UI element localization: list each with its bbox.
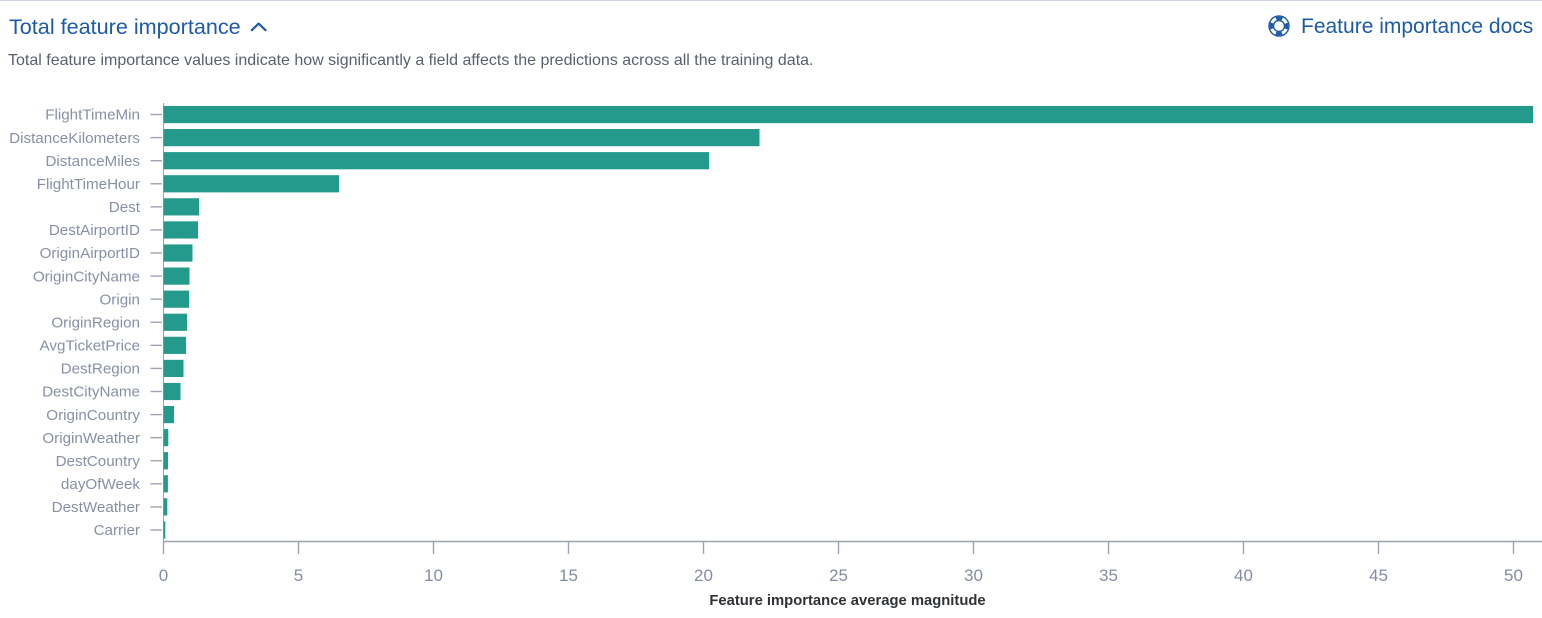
svg-text:40: 40	[1234, 566, 1253, 585]
svg-text:AvgTicketPrice: AvgTicketPrice	[40, 338, 140, 355]
svg-text:DestAirportID: DestAirportID	[49, 222, 140, 239]
svg-text:50: 50	[1504, 566, 1523, 585]
svg-text:20: 20	[694, 566, 713, 585]
svg-text:25: 25	[829, 566, 848, 585]
svg-text:5: 5	[294, 566, 303, 585]
svg-text:Origin: Origin	[99, 291, 140, 308]
svg-text:OriginRegion: OriginRegion	[51, 314, 140, 331]
svg-text:DestWeather: DestWeather	[52, 499, 140, 516]
svg-text:45: 45	[1369, 566, 1388, 585]
svg-text:30: 30	[964, 566, 983, 585]
svg-text:OriginCityName: OriginCityName	[33, 268, 140, 285]
svg-text:Dest: Dest	[109, 199, 141, 216]
svg-text:DistanceKilometers: DistanceKilometers	[9, 130, 140, 147]
svg-text:FlightTimeMin: FlightTimeMin	[45, 107, 140, 124]
svg-text:DistanceMiles: DistanceMiles	[45, 153, 140, 170]
svg-text:dayOfWeek: dayOfWeek	[61, 476, 140, 493]
svg-text:Feature importance average mag: Feature importance average magnitude	[709, 593, 985, 609]
svg-text:0: 0	[159, 566, 168, 585]
svg-text:35: 35	[1099, 566, 1118, 585]
svg-text:DestCityName: DestCityName	[42, 384, 140, 401]
svg-text:DestRegion: DestRegion	[61, 361, 140, 378]
svg-text:10: 10	[424, 566, 443, 585]
svg-text:FlightTimeHour: FlightTimeHour	[37, 176, 140, 193]
svg-text:OriginWeather: OriginWeather	[42, 430, 140, 447]
svg-text:15: 15	[559, 566, 578, 585]
svg-text:OriginAirportID: OriginAirportID	[40, 245, 140, 262]
svg-text:Carrier: Carrier	[94, 522, 140, 539]
svg-text:OriginCountry: OriginCountry	[46, 407, 140, 424]
svg-text:DestCountry: DestCountry	[56, 453, 141, 470]
